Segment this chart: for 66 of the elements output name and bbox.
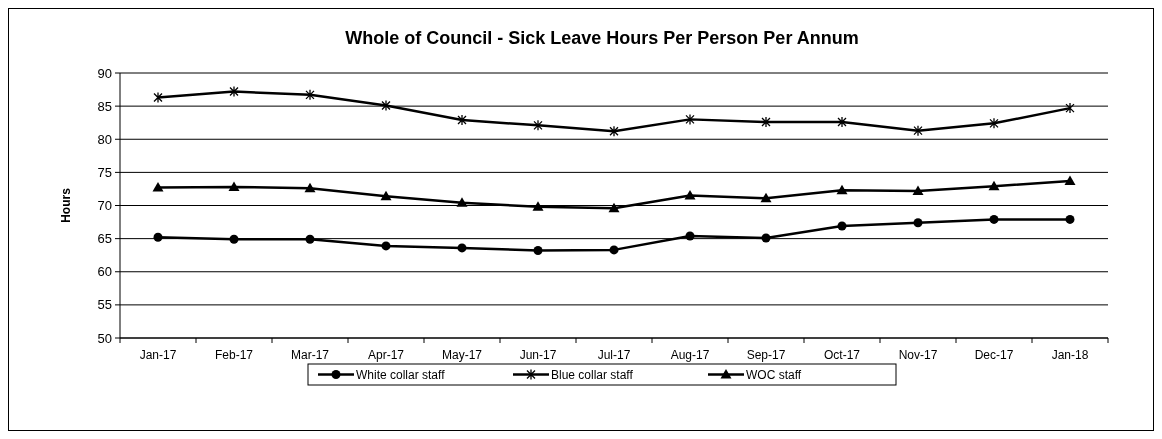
point bbox=[609, 125, 619, 137]
point bbox=[152, 182, 164, 192]
point bbox=[228, 181, 240, 191]
point bbox=[685, 231, 695, 241]
point bbox=[229, 85, 239, 98]
x-tick-label: Aug-17 bbox=[670, 348, 710, 362]
y-tick-label: 50 bbox=[97, 330, 112, 346]
x-tick-label: Sep-17 bbox=[746, 348, 786, 362]
point bbox=[304, 182, 316, 193]
point bbox=[837, 116, 847, 128]
x-tick-label: Feb-17 bbox=[214, 348, 254, 362]
point bbox=[1065, 214, 1075, 224]
x-tick-label: Jan-17 bbox=[139, 348, 177, 362]
point bbox=[989, 117, 999, 129]
y-tick-label: 90 bbox=[97, 65, 112, 81]
point bbox=[608, 202, 620, 213]
point bbox=[457, 114, 467, 126]
x-tick-label: May-17 bbox=[441, 348, 483, 362]
point bbox=[153, 91, 163, 104]
x-tick-label: Apr-17 bbox=[367, 348, 405, 362]
point bbox=[305, 234, 315, 244]
x-tick-label: Nov-17 bbox=[898, 348, 938, 362]
point bbox=[761, 116, 771, 128]
point bbox=[381, 241, 391, 251]
point bbox=[609, 245, 619, 255]
chart-title: Whole of Council - Sick Leave Hours Per Person Per Annum bbox=[345, 28, 859, 48]
x-tick-label: Mar-17 bbox=[290, 348, 330, 362]
y-tick-label: 80 bbox=[97, 131, 112, 147]
point bbox=[533, 246, 543, 256]
point bbox=[836, 184, 848, 195]
y-tick-label: 75 bbox=[97, 164, 112, 180]
point bbox=[457, 243, 467, 253]
legend-label: WOC staff bbox=[746, 367, 802, 382]
point bbox=[685, 113, 695, 126]
point bbox=[1065, 102, 1075, 114]
point bbox=[989, 214, 999, 224]
point bbox=[229, 234, 239, 244]
point bbox=[153, 232, 163, 242]
y-tick-label: 70 bbox=[97, 198, 112, 214]
point bbox=[912, 185, 924, 195]
point bbox=[1064, 175, 1076, 185]
point bbox=[988, 180, 1000, 191]
legend-label: Blue collar staff bbox=[551, 367, 634, 382]
legend-label: White collar staff bbox=[356, 367, 446, 382]
y-tick-label: 85 bbox=[97, 98, 112, 114]
point bbox=[456, 197, 468, 207]
point bbox=[380, 190, 392, 201]
point bbox=[837, 221, 847, 231]
x-tick-label: Oct-17 bbox=[823, 348, 861, 362]
y-tick-label: 65 bbox=[97, 231, 112, 247]
y-tick-label: 55 bbox=[97, 297, 112, 313]
point bbox=[913, 218, 923, 228]
y-axis-title: Hours bbox=[59, 187, 73, 223]
point bbox=[684, 190, 696, 200]
x-tick-label: Jan-18 bbox=[1051, 348, 1089, 362]
point bbox=[761, 233, 771, 243]
y-tick-label: 60 bbox=[97, 264, 112, 280]
point bbox=[381, 99, 391, 112]
x-tick-label: Jul-17 bbox=[597, 348, 631, 362]
x-tick-label: Jun-17 bbox=[519, 348, 557, 362]
x-tick-label: Dec-17 bbox=[974, 348, 1014, 362]
point bbox=[532, 201, 544, 211]
point bbox=[760, 192, 772, 203]
point bbox=[305, 89, 315, 101]
point bbox=[533, 119, 543, 131]
point bbox=[913, 124, 923, 137]
